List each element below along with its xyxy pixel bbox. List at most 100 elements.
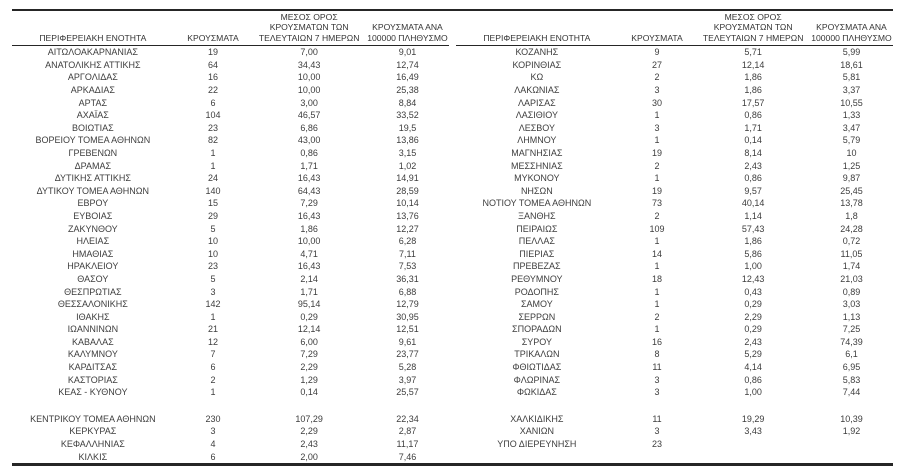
avg7-cell: 2,14 [300,273,318,284]
region-cell: ΛΗΜΝΟΥ [517,135,557,146]
avg7-cell: 16,43 [297,210,321,221]
avg7-cell: 16,43 [297,261,321,272]
avg7-cell: 0,14 [300,387,318,398]
cases-cell: 3 [210,426,216,437]
table-row: ΚΑΛΥΜΝΟΥ 7 7,29 23,77 [12,348,449,361]
region-cell: ΛΑΚΩΝΙΑΣ [514,85,560,95]
region-cell: ΠΕΛΛΑΣ [518,236,555,247]
regional-units-table-left: ΠΕΡΙΦΕΡΕΙΑΚΗ ΕΝΟΤΗΤΑ ΚΡΟΥΣΜΑΤΑ ΜΕΣΟΣ ΟΡΟ… [12,11,449,463]
avg7-cell: 95,14 [297,299,321,310]
table-row: ΔΡΑΜΑΣ 1 1,71 1,02 [12,160,449,173]
header-cases: ΚΡΟΥΣΜΑΤΑ [617,11,697,47]
region-cell: ΠΙΕΡΙΑΣ [519,248,555,259]
table-row: ΒΟΙΩΤΙΑΣ 23 6,86 19,5 [12,122,449,135]
region-cell: ΠΕΙΡΑΙΩΣ [516,223,558,234]
cases-cell: 1 [654,236,660,247]
cases-cell: 1 [654,324,660,335]
cases-cell: 16 [652,336,663,347]
avg7-cell: 10,00 [297,72,321,83]
table-body-right: ΚΟΖΑΝΗΣ 9 5,71 5,99 ΚΟΡΙΝΘΙΑΣ 27 12,14 18,61 ΚΩ 2… [456,46,893,451]
cases-cell: 142 [205,299,221,310]
region-cell: ΒΟΙΩΤΙΑΣ [71,122,114,133]
avg7-cell: 5,29 [744,349,762,360]
cases-cell: 3 [654,122,660,133]
table-row: ΑΡΚΑΔΙΑΣ 22 10,00 25,38 [12,84,449,97]
cases-cell: 24 [208,173,219,184]
region-cell: ΘΕΣΣΑΛΟΝΙΚΗΣ [57,299,128,310]
cases-cell: 3 [654,85,660,95]
avg7-cell: 1,00 [744,387,762,398]
avg7-cell: 1,86 [744,72,762,83]
avg7-cell: 1,86 [300,223,318,234]
cases-cell: 1 [654,135,660,146]
cases-cell: 1 [654,299,660,310]
avg7-cell: 6,00 [300,336,318,347]
region-cell: ΠΡΕΒΕΖΑΣ [513,261,561,272]
table-row: ΛΑΡΙΣΑΣ 30 17,57 10,55 [456,97,893,110]
table-row: ΗΜΑΘΙΑΣ 10 4,71 7,11 [12,248,449,261]
region-cell: ΗΡΑΚΛΕΙΟΥ [67,261,119,272]
cases-cell: 21 [208,324,219,335]
avg7-cell: 6,86 [300,122,318,133]
table-row: ΣΠΟΡΑΔΩΝ 1 0,29 7,25 [456,323,893,336]
per100k-cell: 0,72 [842,236,861,247]
region-cell: ΔΥΤΙΚΗΣ ΑΤΤΙΚΗΣ [54,173,131,184]
cases-cell: 16 [208,72,219,83]
avg7-cell: 8,14 [744,147,762,158]
per100k-cell: 6,28 [398,236,417,247]
cases-cell: 30 [652,97,663,108]
avg7-cell: 0,29 [744,324,762,335]
per100k-cell: 3,15 [398,147,417,158]
region-cell: ΜΑΓΝΗΣΙΑΣ [511,147,563,158]
cases-cell: 27 [652,59,663,70]
per100k-cell: 6,95 [842,362,861,373]
region-cell: ΕΒΡΟΥ [77,198,109,209]
cases-cell: 1 [210,387,216,398]
table-row: ΑΡΤΑΣ 6 3,00 8,84 [12,97,449,110]
table-row: ΡΕΘΥΜΝΟΥ 18 12,43 21,03 [456,273,893,286]
avg7-cell: 1,86 [744,236,762,247]
per100k-cell: 9,87 [842,173,861,184]
per100k-cell: 5,79 [842,135,861,146]
per100k-cell: 7,44 [842,387,861,398]
table-row: ΒΟΡΕΙΟΥ ΤΟΜΕΑ ΑΘΗΝΩΝ 82 43,00 13,86 [12,134,449,147]
cases-cell: 12 [208,336,219,347]
region-cell: ΑΧΑΪΑΣ [76,110,109,121]
per100k-cell: 5,99 [842,47,861,58]
avg7-cell: 3,00 [300,97,318,108]
avg7-cell: 0,86 [744,374,762,385]
region-cell: ΘΑΣΟΥ [77,273,109,284]
per100k-cell: 11,05 [840,248,863,259]
cases-cell: 11 [652,413,662,424]
per100k-cell: 1,33 [842,110,861,121]
avg7-cell: 40,14 [741,198,765,209]
avg7-cell: 0,29 [300,311,318,322]
cases-cell: 6 [210,97,216,108]
per100k-cell: 13,76 [396,210,419,221]
region-cell: ΚΕΝΤΡΙΚΟΥ ΤΟΜΕΑ ΑΘΗΝΩΝ [30,413,156,424]
top-rule [12,9,893,11]
table-row: ΑΧΑΪΑΣ 104 46,57 33,52 [12,109,449,122]
table-row: ΚΑΣΤΟΡΙΑΣ 2 1,29 3,97 [12,374,449,387]
avg7-cell: 1,71 [744,122,762,133]
per100k-cell: 18,61 [840,59,863,70]
per100k-cell: 21,03 [840,273,863,284]
region-cell: ΣΥΡΟΥ [521,336,552,347]
per100k-cell: 7,11 [399,248,416,259]
avg7-cell: 1,86 [744,85,762,95]
table-row: ΣΑΜΟΥ 1 0,29 3,03 [456,298,893,311]
region-cell: ΛΑΡΙΣΑΣ [518,97,556,108]
table-row: ΣΥΡΟΥ 16 2,43 74,39 [456,336,893,349]
per100k-cell: 10,14 [396,198,419,209]
table-row: ΜΕΣΣΗΝΙΑΣ 2 2,43 1,25 [456,160,893,173]
region-cell: ΥΠΟ ΔΙΕΡΕΥΝΗΣΗ [497,439,577,450]
per100k-cell: 5,81 [842,72,861,83]
table-row: ΚΕΑΣ - ΚΥΘΝΟΥ 1 0,14 25,57 [12,386,449,399]
table-row: ΠΡΕΒΕΖΑΣ 1 1,00 1,74 [456,260,893,273]
per100k-cell: 12,51 [396,324,419,335]
table-row: ΚΩ 2 1,86 5,81 [456,71,893,84]
table-row: ΦΛΩΡΙΝΑΣ 3 0,86 5,83 [456,374,893,387]
region-cell: ΦΛΩΡΙΝΑΣ [513,374,561,385]
region-cell: ΗΜΑΘΙΑΣ [72,248,114,259]
